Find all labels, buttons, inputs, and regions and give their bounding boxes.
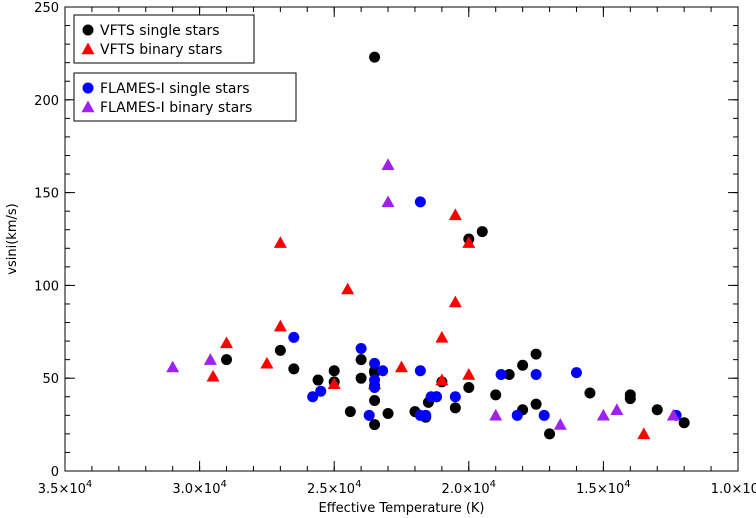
data-point: [369, 381, 381, 393]
y-tick-label: 250: [34, 1, 59, 16]
data-point: [203, 353, 217, 365]
data-point: [369, 357, 381, 369]
axes: 3.5×104 3.0×104 2.5×104 2.0×104 1.5×104 1.0×1…: [34, 1, 756, 497]
data-point: [315, 385, 327, 397]
legend-frame: [73, 72, 297, 122]
data-point: [530, 348, 542, 360]
data-point: [273, 236, 287, 248]
x-tick-label: 3.0×104: [172, 479, 227, 497]
data-point: [369, 419, 381, 431]
data-point: [610, 403, 624, 415]
data-point: [666, 408, 680, 421]
data-point: [430, 391, 442, 403]
x-tick-label: 3.5×104: [38, 479, 93, 497]
data-point: [544, 428, 556, 440]
data-point: [377, 365, 389, 377]
data-point: [530, 398, 542, 410]
data-point: [462, 236, 476, 248]
data-point: [221, 354, 233, 366]
data-point: [414, 365, 426, 377]
data-point: [381, 158, 395, 170]
data-point: [355, 354, 367, 366]
y-tick-label: 150: [34, 187, 59, 202]
data-point: [570, 367, 582, 379]
data-point: [449, 391, 461, 403]
data-point: [651, 404, 663, 416]
legend-label: VFTS single stars: [100, 23, 220, 39]
legend-box: VFTS single stars VFTS binary stars: [73, 14, 255, 64]
plot-frame: [64, 6, 739, 472]
legend-label: FLAMES-I binary stars: [100, 100, 252, 116]
data-point: [420, 409, 432, 421]
legend-label: FLAMES-I single stars: [100, 81, 250, 97]
data-point: [166, 360, 180, 373]
data-point: [328, 365, 340, 377]
data-point: [449, 402, 461, 414]
x-axis-title: Effective Temperature (K): [319, 501, 485, 516]
data-point: [584, 387, 596, 399]
data-point: [395, 360, 408, 373]
legend-marker: [82, 24, 94, 36]
x-tick-label: 2.5×104: [307, 479, 362, 497]
legend-marker: [82, 82, 94, 94]
data-point: [553, 418, 567, 430]
y-tick-label: 50: [42, 372, 59, 387]
y-tick-label: 0: [51, 465, 59, 480]
data-point: [307, 391, 319, 403]
data-point: [273, 319, 287, 332]
legend-marker: [81, 100, 95, 113]
data-point: [435, 373, 449, 386]
data-point: [489, 408, 503, 421]
data-point: [596, 408, 610, 421]
x-tick-label: 1.0×104: [711, 479, 756, 497]
data-point: [327, 377, 341, 389]
data-point: [490, 389, 502, 401]
data-point: [530, 368, 542, 380]
data-point: [260, 356, 274, 369]
legend-label: VFTS binary stars: [100, 42, 222, 58]
data-point: [220, 336, 234, 349]
data-point: [369, 394, 381, 406]
data-point: [288, 331, 300, 343]
legend-marker: [81, 42, 95, 55]
x-tick-label: 2.0×104: [442, 479, 497, 497]
data-point: [476, 226, 488, 238]
data-point: [206, 369, 220, 382]
data-point: [355, 343, 367, 355]
data-point: [363, 409, 375, 421]
data-point: [414, 196, 426, 208]
data-point: [503, 368, 515, 380]
data-point: [312, 374, 324, 386]
x-tick-label: 1.5×104: [576, 479, 631, 497]
data-point: [274, 344, 286, 356]
data-point: [637, 427, 651, 440]
y-axis-title: vsini(km/s): [5, 203, 20, 274]
data-point: [462, 367, 476, 380]
data-point: [435, 330, 449, 343]
y-tick-label: 100: [34, 279, 59, 294]
data-point: [538, 409, 550, 421]
data-point: [495, 368, 507, 380]
legend-frame: [73, 14, 255, 64]
data-point: [288, 363, 300, 375]
data-points: [166, 51, 690, 440]
data-point: [511, 409, 523, 421]
data-point: [355, 372, 367, 384]
data-point: [344, 406, 356, 418]
data-point: [448, 295, 462, 308]
y-tick-label: 200: [34, 94, 59, 109]
data-point: [369, 51, 381, 63]
data-point: [517, 359, 529, 371]
data-point: [678, 417, 690, 429]
data-point: [382, 407, 394, 419]
data-point: [381, 195, 395, 208]
data-point: [624, 393, 636, 405]
series-flames-i-binary-stars: [166, 158, 680, 430]
legend-box: FLAMES-I single stars FLAMES-I binary sta…: [73, 72, 297, 122]
legend: VFTS single stars VFTS binary stars FLAMES…: [73, 14, 297, 122]
data-point: [463, 381, 475, 393]
data-point: [341, 282, 355, 295]
data-point: [448, 208, 462, 221]
